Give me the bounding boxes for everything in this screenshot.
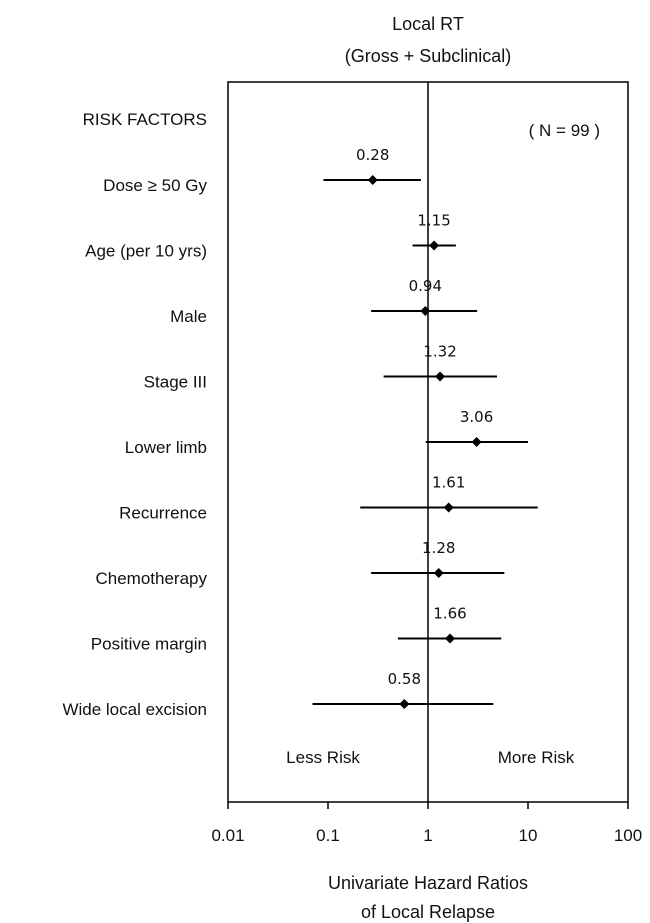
forest-row: Stage III 1.32 <box>144 343 498 392</box>
hazard-ratio-point <box>429 240 440 251</box>
risk-factor-label: Positive margin <box>91 635 207 654</box>
risk-factor-label: Recurrence <box>119 504 207 523</box>
risk-factor-label: Chemotherapy <box>95 569 207 588</box>
x-axis-label-line2: of Local Relapse <box>361 902 495 922</box>
x-tick-label: 10 <box>519 826 538 845</box>
hazard-ratio-point <box>367 175 378 185</box>
chart-title-line1: Local RT <box>392 14 464 34</box>
risk-factor-label: Male <box>170 307 207 326</box>
hazard-ratio-value-label: 0.58 <box>388 670 421 688</box>
x-tick-label: 0.01 <box>211 826 244 845</box>
chart-title-line2: (Gross + Subclinical) <box>345 46 512 66</box>
forest-rows: Dose ≥ 50 Gy 0.28 Age (per 10 yrs) 1.15 Male… <box>62 146 538 719</box>
risk-factor-label: Stage III <box>144 373 207 392</box>
forest-row: Age (per 10 yrs) 1.15 <box>85 212 456 261</box>
hazard-ratio-point <box>471 437 482 447</box>
hazard-ratio-value-label: 1.61 <box>432 474 465 492</box>
hazard-ratio-value-label: 0.94 <box>409 277 442 295</box>
x-axis: 0.01 0.1 1 10 100 <box>211 802 642 845</box>
hazard-ratio-value-label: 1.28 <box>422 539 455 557</box>
x-tick-label: 1 <box>423 826 432 845</box>
hazard-ratio-point <box>420 306 431 316</box>
forest-row: Positive margin 1.66 <box>91 605 502 654</box>
less-risk-label: Less Risk <box>286 748 360 767</box>
more-risk-label: More Risk <box>498 748 575 767</box>
hazard-ratio-point <box>435 371 446 382</box>
x-tick-label: 0.1 <box>316 826 340 845</box>
hazard-ratio-point <box>399 699 410 709</box>
forest-row: Chemotherapy 1.28 <box>95 539 505 588</box>
column-header: RISK FACTORS <box>83 110 207 129</box>
forest-row: Wide local excision 0.58 <box>62 670 494 719</box>
risk-factor-label: Lower limb <box>125 438 207 457</box>
hazard-ratio-value-label: 1.66 <box>433 605 466 623</box>
hazard-ratio-point <box>433 568 444 578</box>
risk-factor-label: Dose ≥ 50 Gy <box>103 176 207 195</box>
hazard-ratio-value-label: 0.28 <box>356 146 389 164</box>
x-axis-label-line1: Univariate Hazard Ratios <box>328 873 528 893</box>
forest-row: Male 0.94 <box>170 277 478 326</box>
risk-factor-label: Age (per 10 yrs) <box>85 242 207 261</box>
hazard-ratio-point <box>445 633 456 644</box>
x-tick-label: 100 <box>614 826 642 845</box>
hazard-ratio-value-label: 3.06 <box>460 408 493 426</box>
hazard-ratio-value-label: 1.15 <box>417 212 450 230</box>
forest-row: Lower limb 3.06 <box>125 408 528 457</box>
hazard-ratio-point <box>443 502 454 513</box>
forest-row: Dose ≥ 50 Gy 0.28 <box>103 146 421 195</box>
n-label: ( N = 99 ) <box>529 121 600 140</box>
risk-factor-label: Wide local excision <box>62 700 207 719</box>
forest-row: Recurrence 1.61 <box>119 474 538 523</box>
hazard-ratio-value-label: 1.32 <box>423 343 456 361</box>
